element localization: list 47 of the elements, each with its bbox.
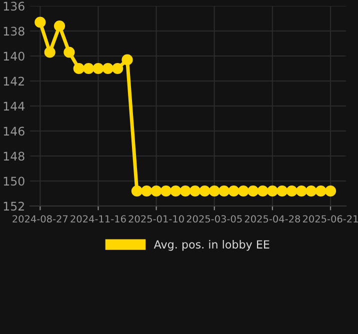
legend-label: Avg. pos. in lobby EE	[154, 240, 270, 251]
point	[189, 185, 201, 197]
point	[122, 54, 133, 66]
point	[83, 62, 94, 74]
point	[112, 62, 124, 74]
y-tick-label: 136	[4, 2, 24, 11]
point	[92, 62, 104, 74]
point	[218, 185, 230, 197]
point	[228, 185, 240, 197]
x-tick-label: 2025-04-28	[244, 215, 300, 223]
y-tick-label: 150	[4, 176, 24, 186]
point	[199, 185, 210, 197]
y-tick-label: 152	[4, 202, 24, 211]
x-tick-label: 2025-06-21	[302, 215, 358, 223]
x-tick-label: 2025-03-05	[186, 215, 242, 223]
point	[160, 185, 172, 197]
point	[306, 185, 317, 197]
y-tick-label: 142	[4, 76, 24, 86]
point	[248, 185, 259, 197]
point	[54, 20, 66, 32]
y-tick-label: 148	[4, 152, 24, 161]
point	[131, 185, 142, 197]
point	[141, 185, 152, 197]
point	[257, 185, 268, 197]
y-tick-label: 146	[4, 126, 24, 136]
point	[324, 185, 336, 197]
point	[180, 185, 191, 197]
point	[73, 62, 84, 74]
x-tick-label: 2025-01-10	[128, 215, 184, 223]
point	[238, 185, 249, 197]
point	[150, 185, 162, 197]
point	[296, 185, 308, 197]
point	[266, 185, 278, 197]
point	[64, 46, 75, 58]
point	[44, 46, 56, 58]
point	[286, 185, 298, 197]
point	[170, 185, 182, 197]
x-tick-label: 2024-11-16	[70, 215, 126, 223]
point	[102, 62, 114, 74]
point	[208, 185, 220, 197]
point	[315, 185, 326, 197]
point	[276, 185, 288, 197]
y-tick-label: 138	[4, 26, 24, 36]
x-tick-label: 2024-08-27	[12, 215, 68, 223]
point	[34, 16, 46, 28]
y-tick-label: 140	[4, 52, 24, 61]
y-tick-label: 144	[4, 102, 24, 110]
